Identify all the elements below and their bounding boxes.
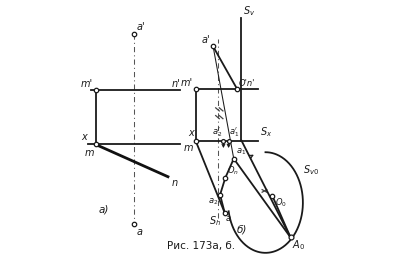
Text: m: m <box>183 143 193 153</box>
Text: $S_{v0}$: $S_{v0}$ <box>303 163 320 177</box>
Text: m: m <box>85 148 94 158</box>
Text: $S_h$: $S_h$ <box>209 214 221 228</box>
Text: $a_2$: $a_2$ <box>208 196 218 207</box>
Text: n: n <box>171 178 177 188</box>
Text: $a_1$: $a_1$ <box>236 147 246 157</box>
Text: m': m' <box>181 78 193 88</box>
Text: $a_1'$: $a_1'$ <box>229 125 240 139</box>
Text: Рис. 173а, б.: Рис. 173а, б. <box>167 241 236 251</box>
Text: $S_x$: $S_x$ <box>260 126 272 139</box>
Text: $S_v$: $S_v$ <box>243 4 256 18</box>
Text: m': m' <box>81 79 93 89</box>
Text: $a_2'$: $a_2'$ <box>212 125 222 139</box>
Text: a': a' <box>202 35 210 45</box>
Text: $O_n$: $O_n$ <box>227 165 239 177</box>
Text: б): б) <box>236 225 247 235</box>
Text: O'n': O'n' <box>239 79 255 88</box>
Text: $A_0$: $A_0$ <box>292 239 305 252</box>
Text: a': a' <box>137 22 145 32</box>
Text: $O_0$: $O_0$ <box>274 197 287 209</box>
Text: a: a <box>137 227 143 237</box>
Text: n': n' <box>172 79 181 89</box>
Text: x: x <box>81 132 87 142</box>
Text: а): а) <box>98 204 109 214</box>
Text: x: x <box>188 128 194 138</box>
Text: a: a <box>226 214 231 223</box>
